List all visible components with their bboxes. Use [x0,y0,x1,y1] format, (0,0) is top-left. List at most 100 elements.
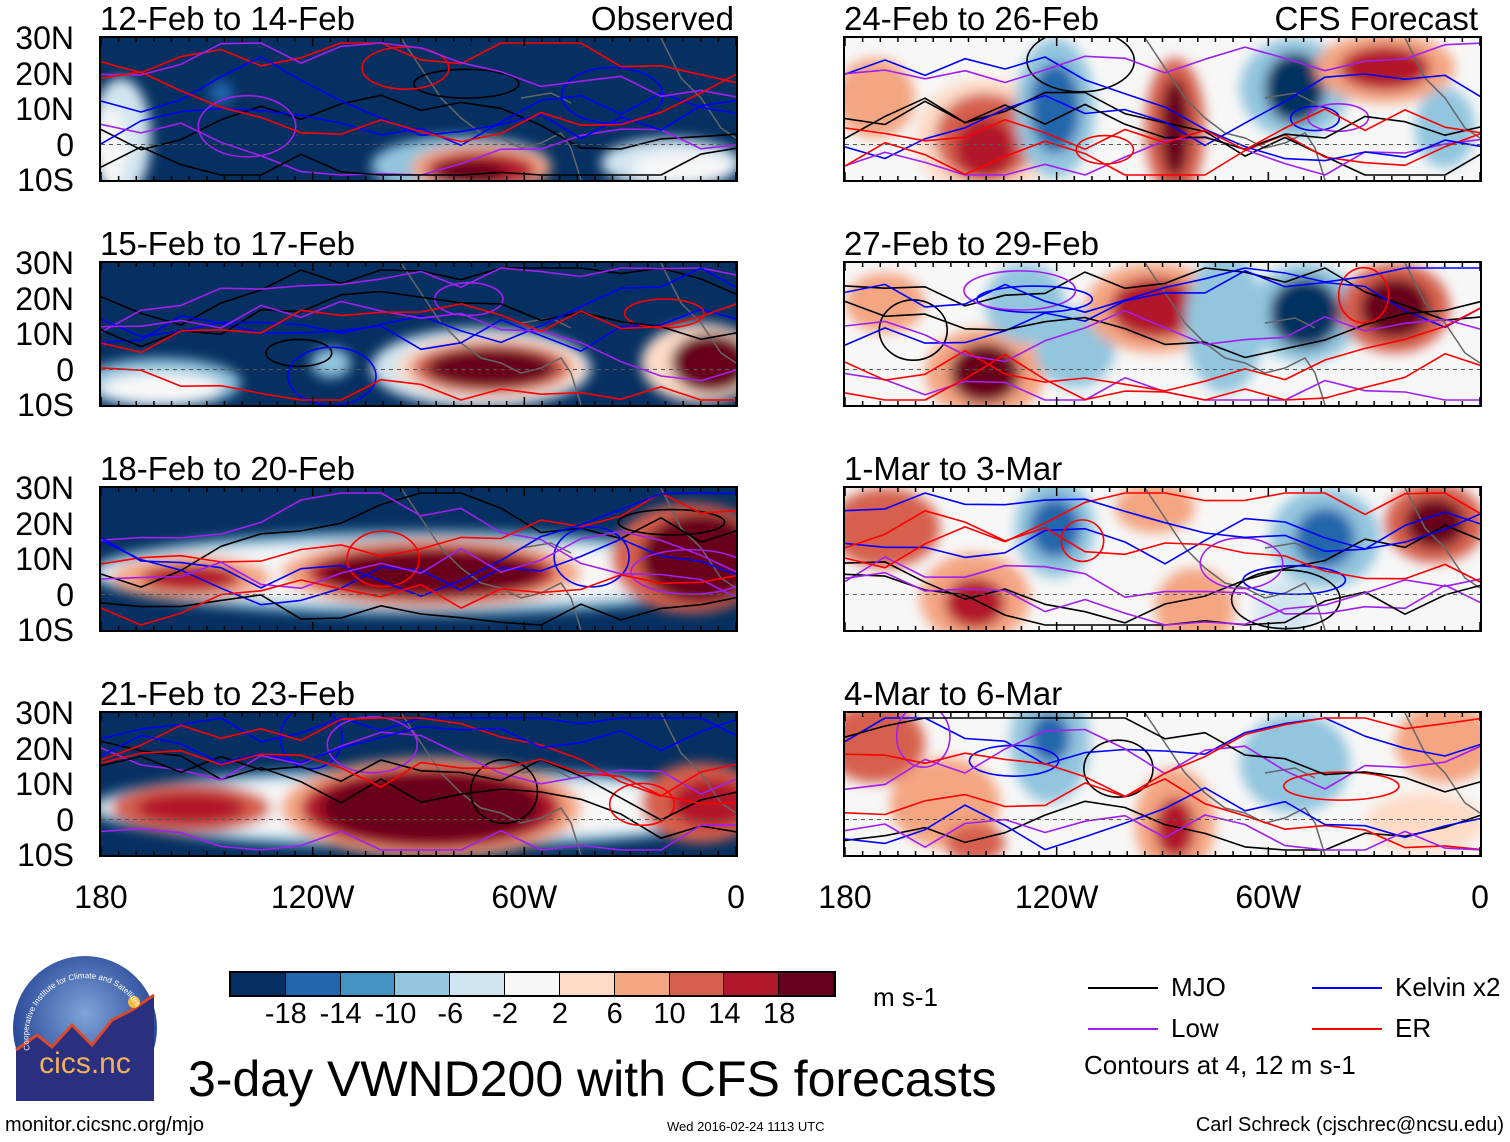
longitude-label: 60W [491,879,558,915]
contour-loop [608,782,676,827]
contour-loop [1289,105,1341,132]
latitude-label: 20N [15,55,74,92]
colorbar-swatch [669,973,725,995]
contour-line [845,97,1480,150]
colorbar-tick: 6 [606,998,623,1030]
figure-title: 3-day VWND200 with CFS forecasts [188,1051,997,1107]
contour-note: Contours at 4, 12 m s-1 [1084,1050,1356,1080]
map-panel [843,711,1482,857]
contour-line [101,290,736,348]
contour-loop [197,94,297,158]
contour-line [845,787,1480,851]
contour-loop [1060,519,1105,563]
anomaly-shading [671,333,736,393]
colorbar-swatch [724,973,780,995]
colorbar-tick: 10 [653,998,686,1030]
latitude-label: 10N [15,766,74,802]
contour-line [101,718,736,764]
anomaly-shading [141,564,241,592]
contour-line [101,492,736,597]
contour-line [101,530,736,589]
colorbar-tick: 18 [763,998,796,1030]
contour-loop [326,715,419,774]
map-panel [99,36,738,182]
anomaly-shading [950,343,1020,403]
map-panel [843,36,1482,182]
contour-line [101,594,736,626]
latitude-label: 10N [15,541,74,577]
contour-line [101,42,736,98]
anomaly-shading [426,348,556,388]
colorbar-tick: -14 [319,998,362,1030]
anomaly-shading [1265,53,1325,123]
contour-line [101,146,736,176]
contour-loop [553,526,630,588]
map-panel [99,486,738,632]
longitude-label: 180 [74,879,128,915]
latitude-label: 0 [56,351,74,388]
contour-line [101,42,736,84]
colorbar-tick: 14 [708,998,741,1030]
contour-line [845,717,1480,793]
contour-loop [1199,537,1284,590]
anomaly-shading [321,773,541,843]
latitude-label: 10S [17,387,74,423]
colorbar-tick: -6 [437,998,464,1030]
contour-line [101,492,736,565]
longitude-label: 0 [727,879,745,915]
anomaly-shading [1255,578,1315,630]
contour-line [101,94,736,151]
anomaly-shading [1340,46,1430,90]
contour-line [845,136,1480,176]
anomaly-shading [945,823,1005,855]
panel-source-label: Observed [590,0,734,37]
legend-label: Kelvin x2 [1395,972,1501,1002]
contour-loop [630,548,736,595]
contour-line [101,755,736,821]
colorbar-swatch [559,973,615,995]
longitude-label: 180 [818,879,872,915]
contour-line [101,538,736,606]
contour-line [845,571,1480,626]
colorbar-swatch [614,973,670,995]
anomaly-shading [1365,793,1480,853]
contour-line [101,92,736,147]
anomaly-shading [1360,278,1430,338]
legend-line-swatch [1312,1028,1382,1030]
colorbar-swatch [505,973,560,995]
contour-loop [617,508,726,536]
panel-date-range: 21-Feb to 23-Feb [100,675,355,712]
contour-line [845,492,1480,553]
contour-loop [287,346,377,405]
colorbar-swatch [231,973,286,995]
anomaly-shading [1030,498,1080,558]
contour-loop [361,46,450,90]
colorbar-swatch [450,973,506,995]
map-panel [843,486,1482,632]
latitude-label: 10N [15,91,74,127]
contour-line [101,740,736,839]
latitude-label: 20N [15,730,74,767]
legend-label: MJO [1171,972,1226,1002]
anomaly-shading [1270,278,1340,348]
contour-loop [413,68,520,99]
latitude-label: 0 [56,126,74,163]
panel-source-label: CFS Forecast [1274,0,1478,37]
contour-line [845,270,1480,346]
longitude-label: 60W [1235,879,1302,915]
latitude-label: 10S [17,612,74,648]
latitude-label: 20N [15,280,74,317]
contour-line [845,752,1480,851]
contour-line [845,717,1480,816]
contour-loop [1075,134,1135,165]
colorbar-tick: -18 [264,998,307,1030]
latitude-label: 30N [15,470,74,506]
colorbar-swatch [285,973,341,995]
contour-loop [1026,38,1136,93]
contour-line [845,300,1480,359]
panel-date-range: 4-Mar to 6-Mar [844,675,1063,712]
footer-url[interactable]: monitor.cicsnc.org/mjo [5,1114,204,1136]
contour-line [845,717,1480,766]
contour-loop [1337,266,1390,324]
contour-line [101,267,736,333]
